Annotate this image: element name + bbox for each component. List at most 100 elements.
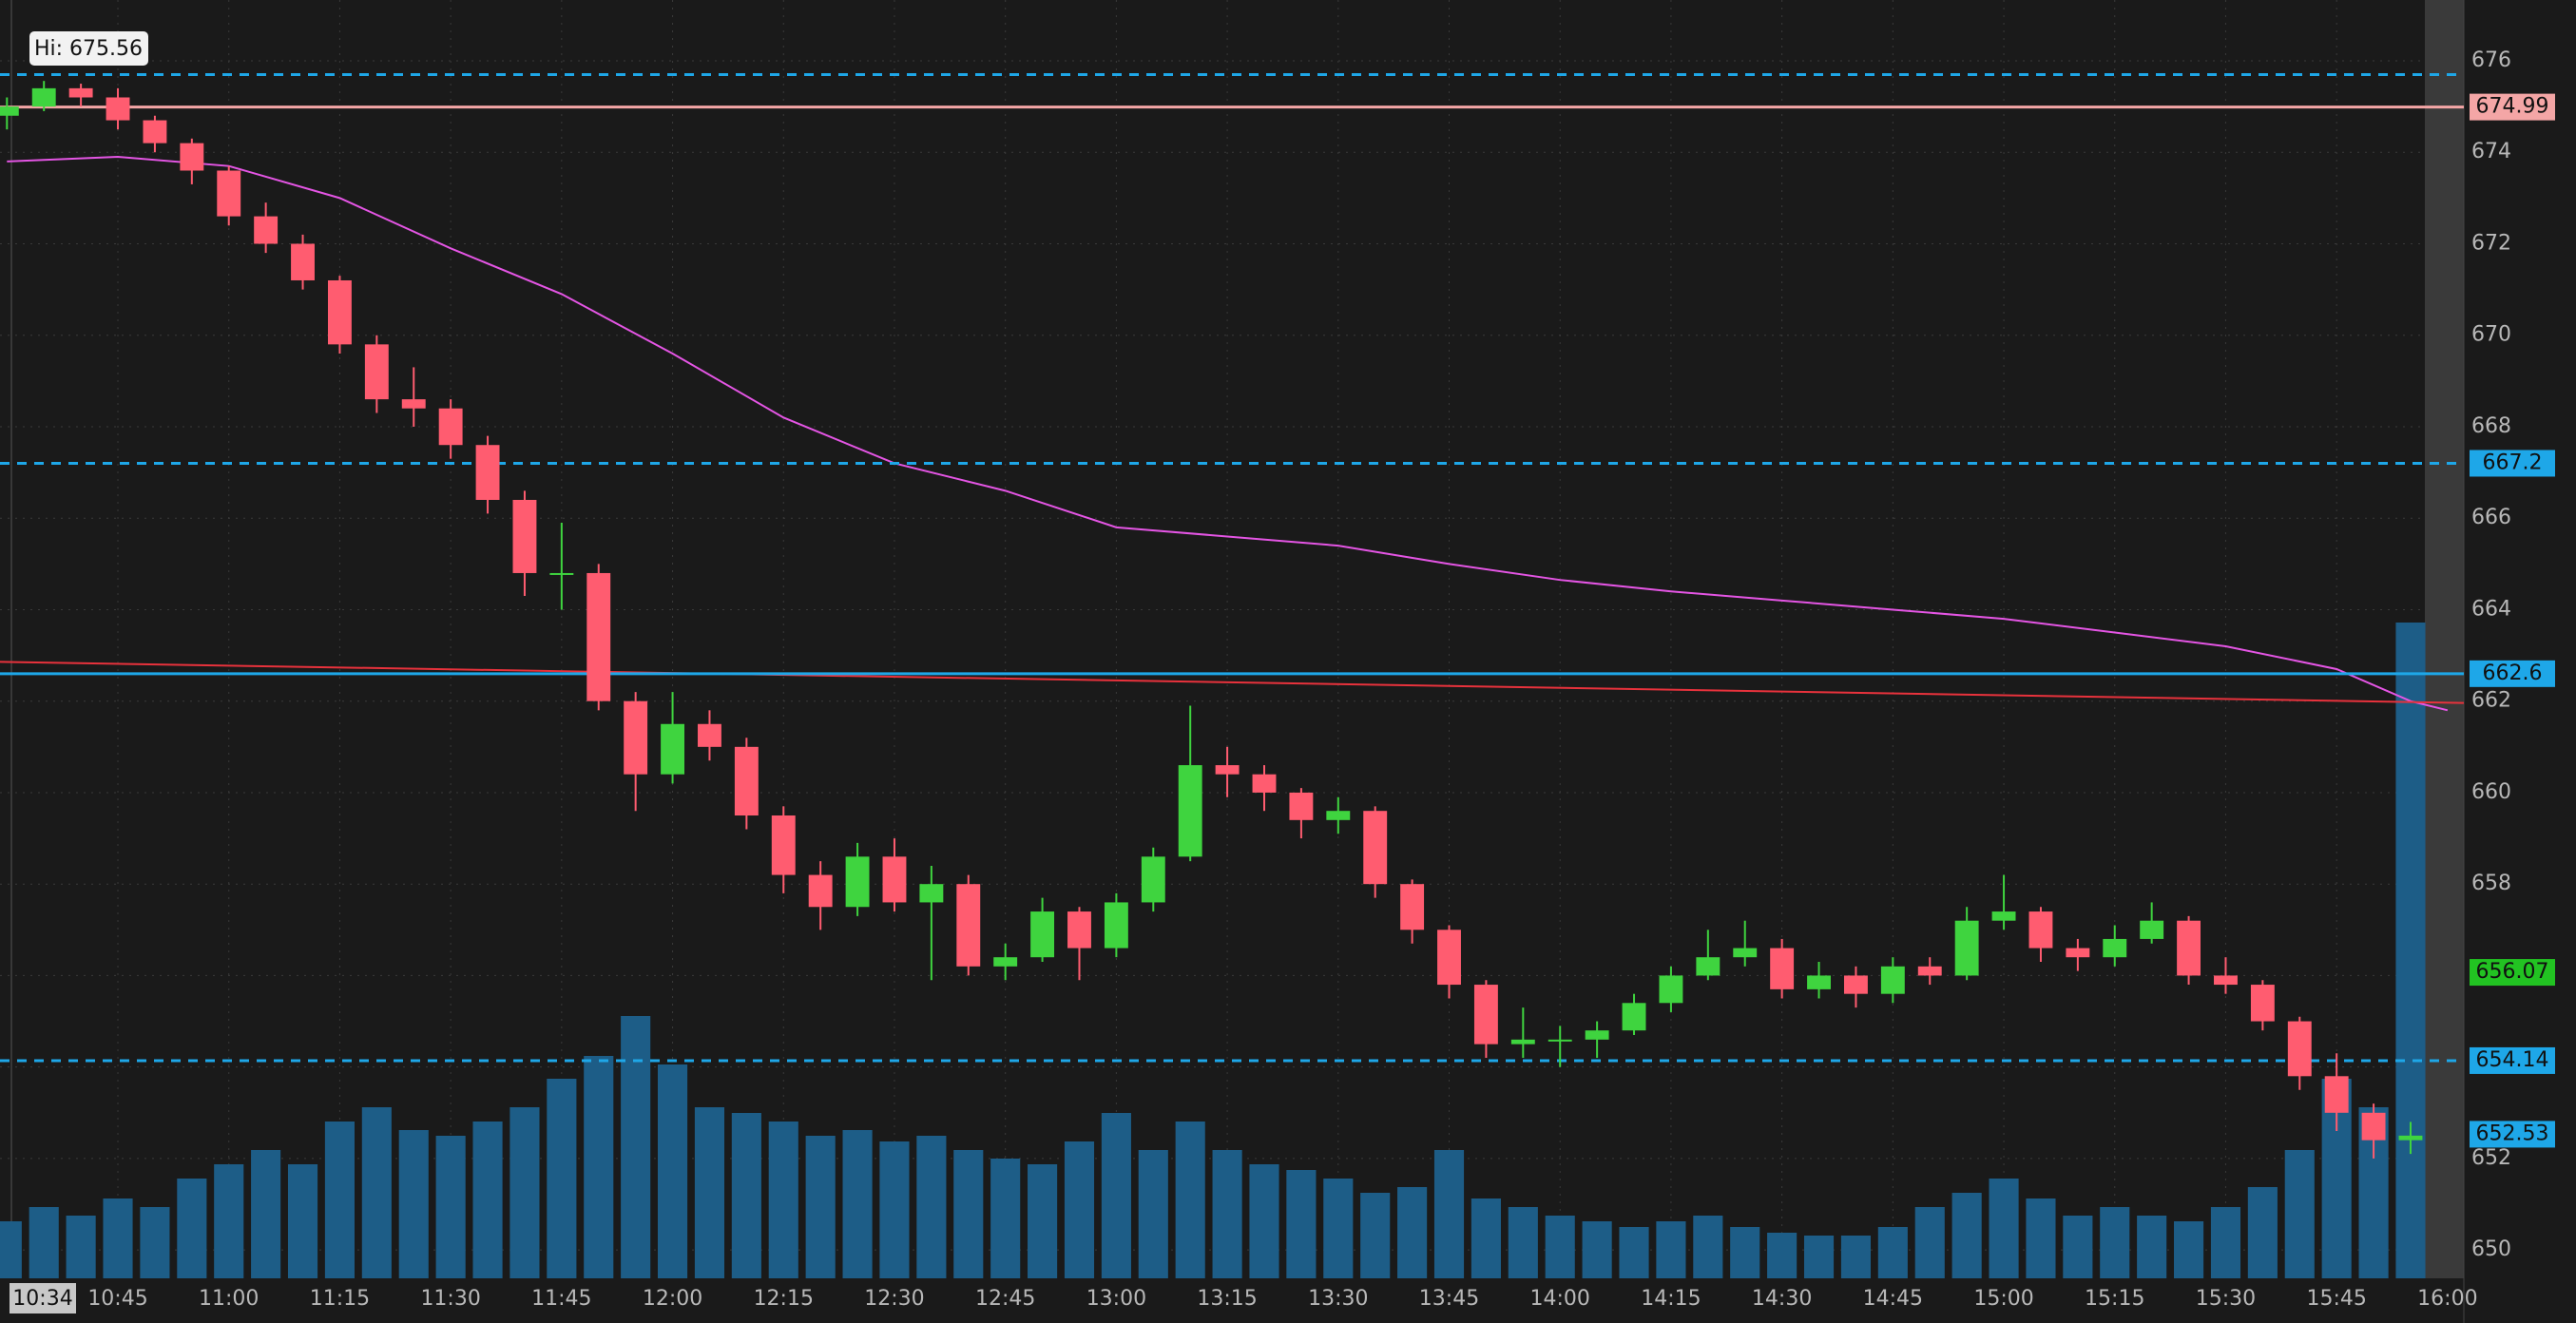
volume-bar — [287, 1164, 318, 1278]
volume-bar — [621, 1016, 651, 1278]
volume-bar — [657, 1064, 688, 1278]
volume-bar — [1951, 1193, 1982, 1278]
candle-body — [364, 344, 389, 400]
candle-body — [549, 572, 574, 575]
y-tick-label: 666 — [2471, 506, 2511, 529]
volume-bar — [1323, 1179, 1354, 1278]
candle-body — [512, 499, 537, 573]
candle-body — [291, 243, 315, 280]
volume-bar — [140, 1207, 170, 1278]
volume-bar — [2210, 1207, 2241, 1278]
candle-body — [2324, 1076, 2349, 1113]
price-tag-label: 674.99 — [2476, 95, 2549, 119]
candle-body — [1400, 884, 1425, 930]
volume-bar — [2100, 1207, 2130, 1278]
volume-bar — [1028, 1164, 1058, 1278]
price-tag — [2470, 1046, 2555, 1074]
volume-bar — [1767, 1233, 1797, 1278]
y-tick-label: 658 — [2471, 872, 2511, 895]
candle-body — [2028, 911, 2053, 949]
volume-bar — [324, 1122, 355, 1278]
volume-bar — [547, 1079, 577, 1278]
volume-bar — [1989, 1179, 2019, 1278]
candle-body — [2103, 938, 2127, 958]
candle-body — [106, 97, 130, 121]
y-tick-label: 664 — [2471, 597, 2511, 621]
candle-body — [401, 399, 426, 409]
x-tick-label: 14:00 — [1530, 1287, 1590, 1311]
volume-bar — [842, 1130, 873, 1278]
candle-body — [1548, 1039, 1572, 1042]
volume-bar — [1582, 1221, 1612, 1278]
x-tick-label: 14:15 — [1641, 1287, 1701, 1311]
volume-bar — [0, 1221, 22, 1278]
volume-bar — [177, 1179, 207, 1278]
volume-bar — [1619, 1227, 1649, 1278]
candle-body — [1770, 948, 1795, 989]
volume-bar — [1286, 1170, 1317, 1278]
volume-bar — [1249, 1164, 1279, 1278]
candle-body — [2361, 1112, 2386, 1141]
candle-body — [993, 957, 1018, 967]
volume-bar — [1138, 1150, 1168, 1278]
candle-body — [31, 87, 56, 107]
volume-bar — [584, 1056, 614, 1278]
volume-bar — [2247, 1187, 2278, 1278]
y-tick-label: 676 — [2471, 48, 2511, 72]
candle-body — [1215, 765, 1240, 775]
candle-body — [217, 170, 241, 217]
volume-bar — [768, 1122, 798, 1278]
candle-body — [698, 723, 721, 747]
price-tag — [2470, 1121, 2555, 1148]
y-tick-label: 660 — [2471, 780, 2511, 804]
price-tag — [2470, 450, 2555, 477]
y-tick-label: 662 — [2471, 689, 2511, 713]
y-tick-label: 674 — [2471, 140, 2511, 163]
x-tick-label: 15:30 — [2196, 1287, 2256, 1311]
price-tag-label: 654.14 — [2476, 1048, 2549, 1072]
candle-body — [808, 874, 833, 908]
candle-body — [1954, 920, 1979, 976]
volume-bar — [1803, 1236, 1835, 1278]
candle-body — [771, 815, 796, 875]
x-tick-label: 12:00 — [643, 1287, 702, 1311]
candle-body — [1696, 957, 1721, 976]
volume-bar — [1433, 1150, 1465, 1278]
volume-bar — [1175, 1122, 1205, 1278]
x-tick-label: 13:15 — [1197, 1287, 1257, 1311]
volume-bar — [1656, 1221, 1686, 1278]
candle-body — [438, 408, 463, 446]
y-tick-label: 652 — [2471, 1146, 2511, 1170]
x-tick-label: 11:30 — [420, 1287, 480, 1311]
volume-bar — [990, 1159, 1021, 1278]
volume-bar — [2137, 1216, 2167, 1278]
volume-bar — [1840, 1236, 1872, 1278]
price-tag-label: 652.53 — [2476, 1122, 2549, 1145]
volume-bar — [66, 1216, 96, 1278]
candle-body — [1473, 985, 1498, 1045]
candle-body — [882, 856, 907, 903]
volume-bar — [361, 1107, 392, 1278]
volume-bar — [694, 1107, 725, 1278]
candle-body — [1289, 792, 1314, 820]
volume-bar — [879, 1141, 910, 1278]
x-tick-label: 15:15 — [2085, 1287, 2144, 1311]
volume-bar — [103, 1198, 133, 1278]
volume-bar — [1101, 1113, 1131, 1278]
candle-body — [1437, 930, 1461, 986]
x-tick-label: 14:30 — [1752, 1287, 1812, 1311]
candle-body — [254, 216, 279, 244]
candle-body — [1067, 911, 1091, 949]
candle-body — [0, 106, 19, 116]
volume-bar — [398, 1130, 429, 1278]
candle-body — [661, 723, 685, 775]
y-tick-label: 650 — [2471, 1237, 2511, 1261]
x-tick-label: 12:30 — [864, 1287, 924, 1311]
price-tag — [2470, 959, 2555, 987]
candle-body — [919, 884, 944, 903]
volume-bar — [472, 1122, 503, 1278]
